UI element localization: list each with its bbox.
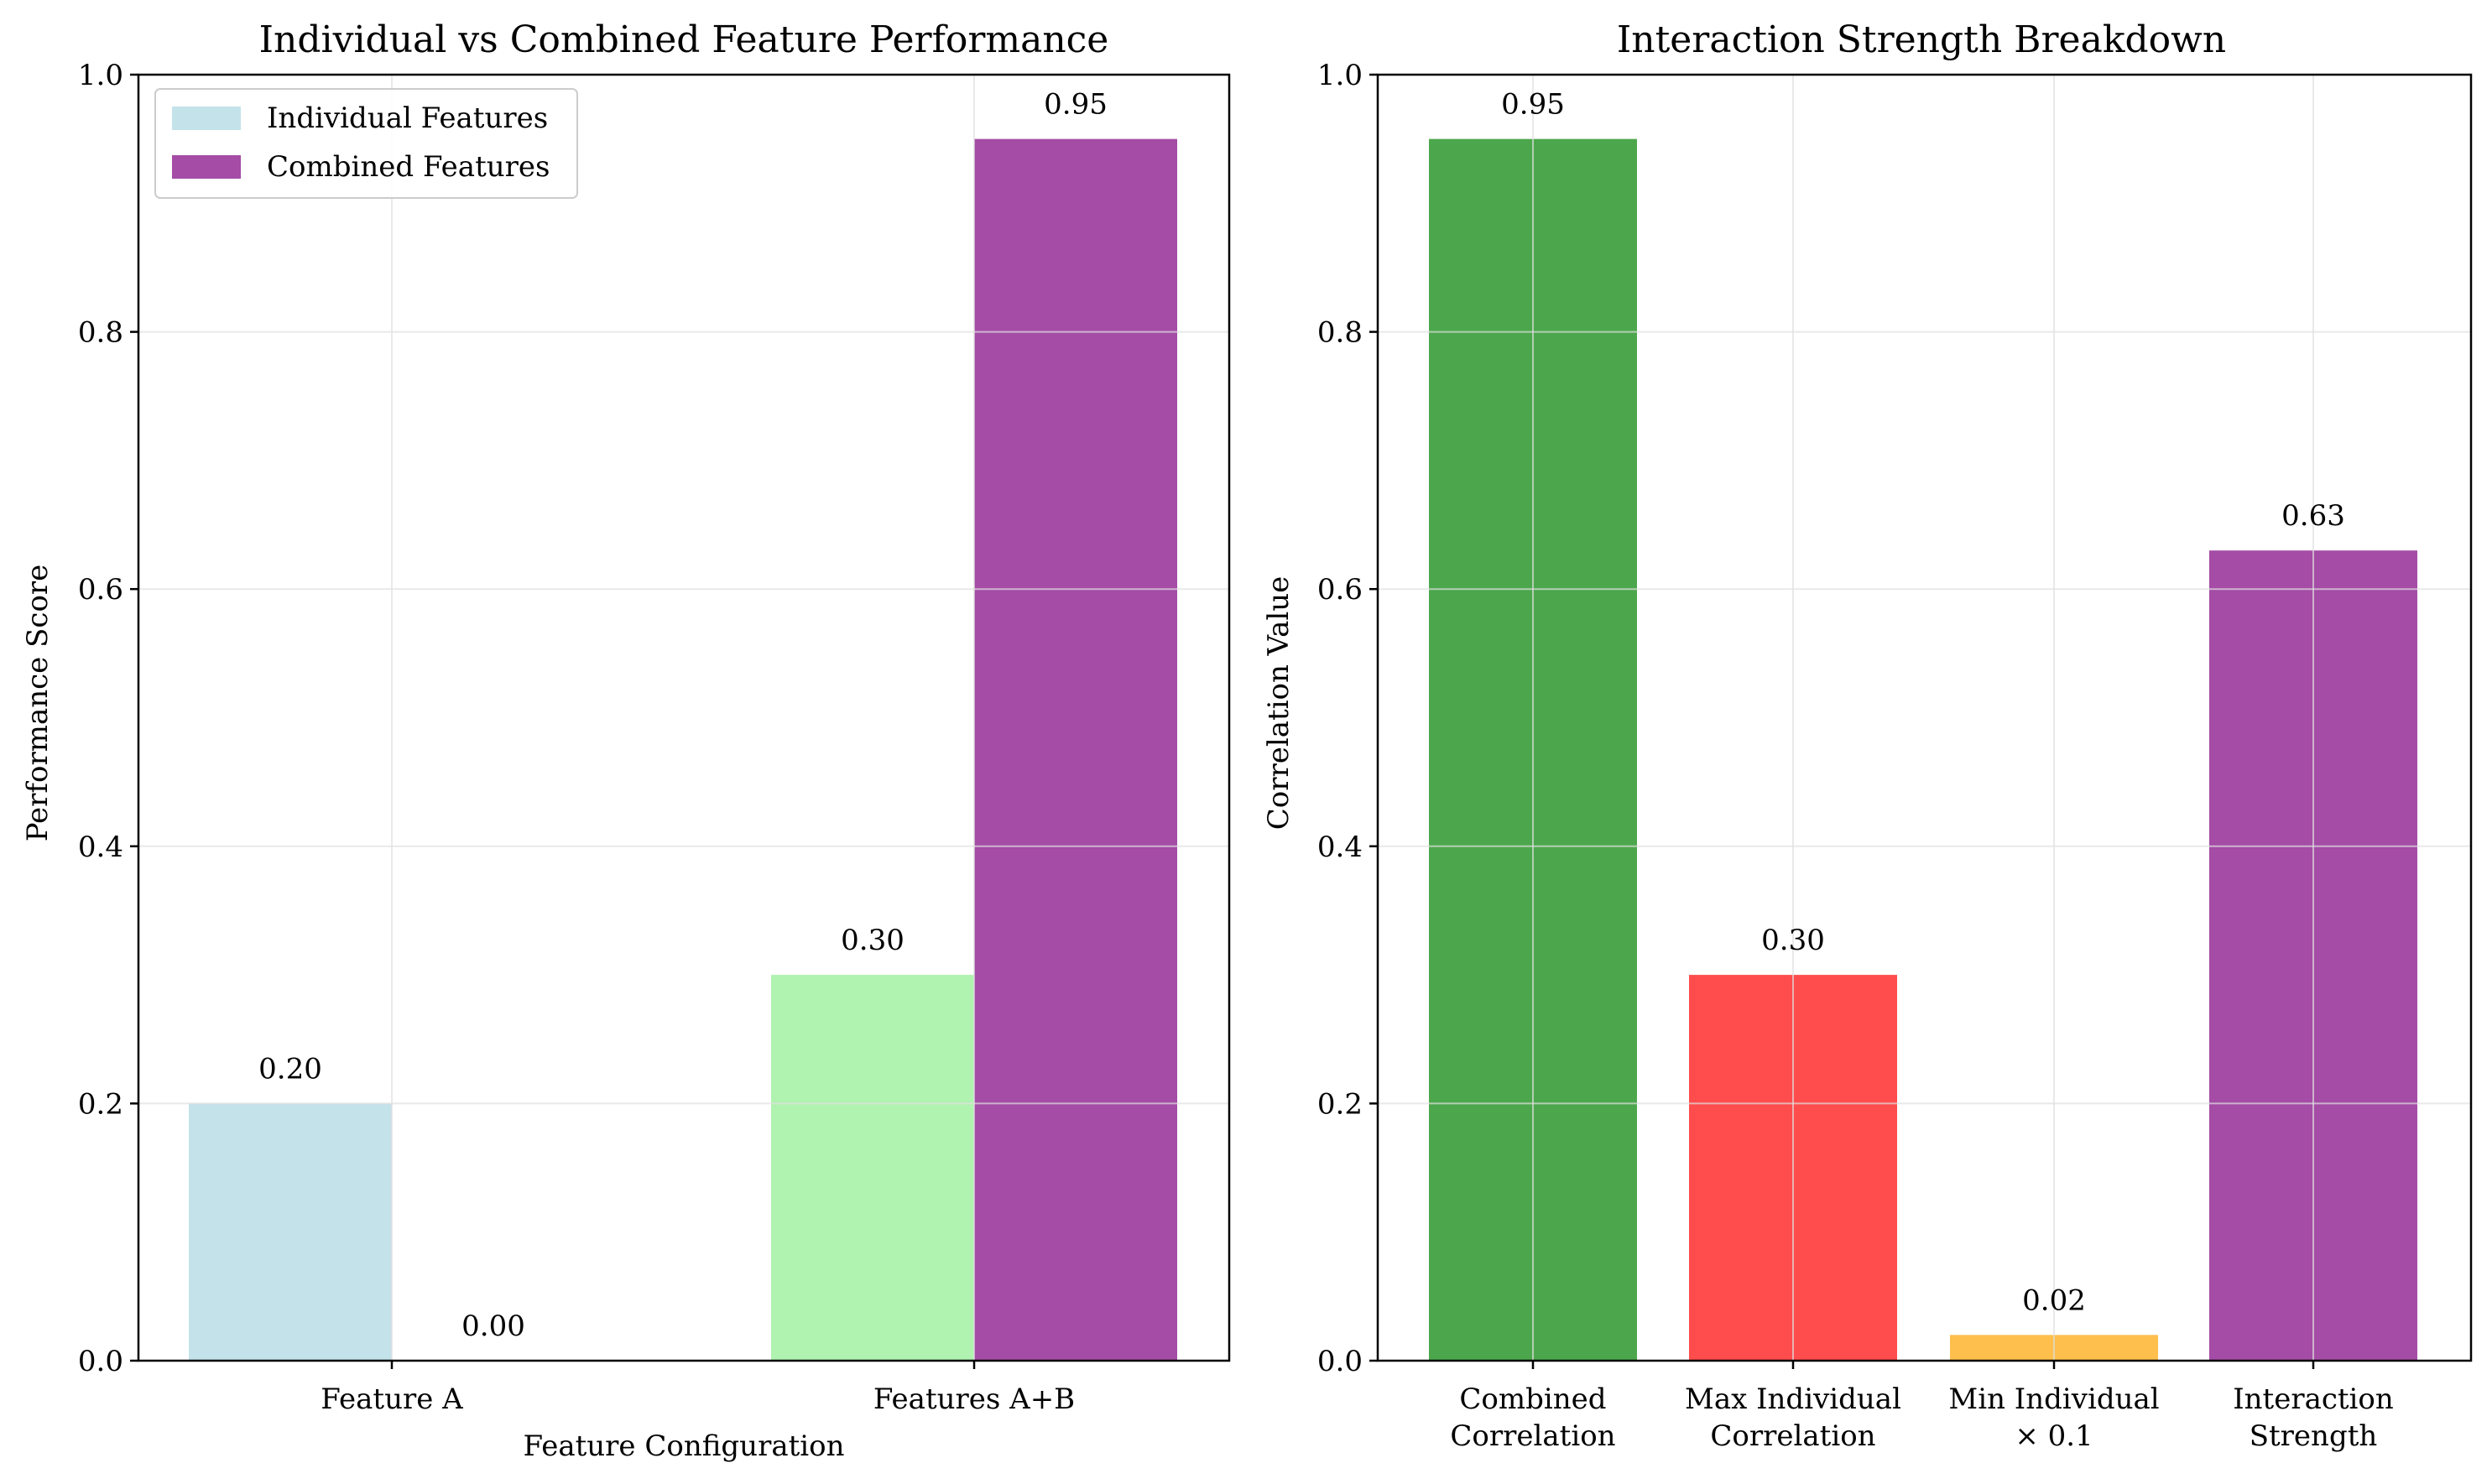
- left-chart-ylabel: Performance Score: [21, 565, 55, 842]
- right-chart-frame: [1376, 73, 2473, 1362]
- left-chart-xlabel: Feature Configuration: [523, 1429, 844, 1463]
- right-chart-axes: 0.0 0.2 0.4 0.6 0.8 1.0 Combined Correlation Max…: [1317, 59, 2473, 1453]
- left-chart-ytick-label: 0.8: [78, 316, 123, 350]
- right-chart-ytick-label: 0.4: [1317, 831, 1363, 864]
- left-chart-frame: [137, 73, 1231, 1362]
- left-chart-ytick-label: 1.0: [78, 59, 123, 92]
- left-chart-ytick-label: 0.0: [78, 1345, 123, 1378]
- left-chart-value-label: 0.30: [841, 924, 905, 957]
- right-chart-ytick-label: 0.0: [1317, 1345, 1363, 1378]
- left-chart-value-labels: 0.20 0.30 0.00 0.95: [258, 88, 1108, 1343]
- left-chart-legend: Individual Features Combined Features: [154, 88, 578, 199]
- left-chart-title: Individual vs Combined Feature Performan…: [259, 18, 1109, 61]
- left-chart-xtick-label: Feature A: [321, 1382, 463, 1416]
- right-chart-value-labels: 0.95 0.30 0.02 0.63: [1501, 88, 2345, 1318]
- right-chart-bars: [1429, 138, 2417, 1361]
- right-chart-ytick-label: 0.6: [1317, 573, 1363, 607]
- right-chart-ytick-label: 0.2: [1317, 1087, 1363, 1121]
- left-chart-value-label: 0.00: [461, 1310, 525, 1343]
- right-chart-ylabel: Correlation Value: [1262, 576, 1296, 831]
- left-chart-value-label: 0.20: [258, 1052, 322, 1086]
- right-chart-value-label: 0.95: [1501, 88, 1565, 122]
- left-chart-legend-frame: [154, 88, 578, 199]
- right-chart-value-label: 0.30: [1761, 924, 1825, 957]
- right-chart-xtick-label: Min Individual × 0.1: [1948, 1382, 2159, 1453]
- left-chart-legend-label: Individual Features: [267, 102, 548, 135]
- left-chart-bars: [189, 138, 1177, 1361]
- left-chart-value-label: 0.95: [1044, 88, 1108, 122]
- left-chart-ytick-label: 0.6: [78, 573, 123, 607]
- left-chart-legend-label: Combined Features: [267, 150, 550, 184]
- left-chart-ytick-label: 0.2: [78, 1087, 123, 1121]
- right-chart-value-label: 0.63: [2281, 499, 2345, 533]
- left-chart-bar: [189, 1103, 392, 1361]
- left-chart-axes: 0.0 0.2 0.4 0.6 0.8 1.0 Feature A Features A+B: [78, 59, 1231, 1416]
- right-chart-xtick-label: Combined Correlation: [1450, 1382, 1615, 1453]
- left-chart: Individual vs Combined Feature Performan…: [21, 18, 1231, 1463]
- left-chart-bar: [974, 138, 1177, 1361]
- right-chart-ytick-label: 0.8: [1317, 316, 1363, 350]
- right-chart-ytick-label: 1.0: [1317, 59, 1363, 92]
- left-chart-legend-swatch: [172, 155, 241, 179]
- left-chart-ytick-label: 0.4: [78, 831, 123, 864]
- right-chart: Interaction Strength Breakdown Correlati…: [1262, 18, 2473, 1453]
- left-chart-xtick-label: Features A+B: [873, 1382, 1075, 1416]
- left-chart-legend-swatch: [172, 107, 241, 130]
- right-chart-xtick-label: Interaction Strength: [2233, 1382, 2394, 1453]
- right-chart-grid: [1378, 74, 2471, 1362]
- right-chart-value-label: 0.02: [2022, 1284, 2086, 1317]
- right-chart-title: Interaction Strength Breakdown: [1617, 18, 2226, 61]
- right-chart-xtick-label: Max Individual Correlation: [1685, 1382, 1901, 1453]
- left-chart-bar: [771, 975, 974, 1361]
